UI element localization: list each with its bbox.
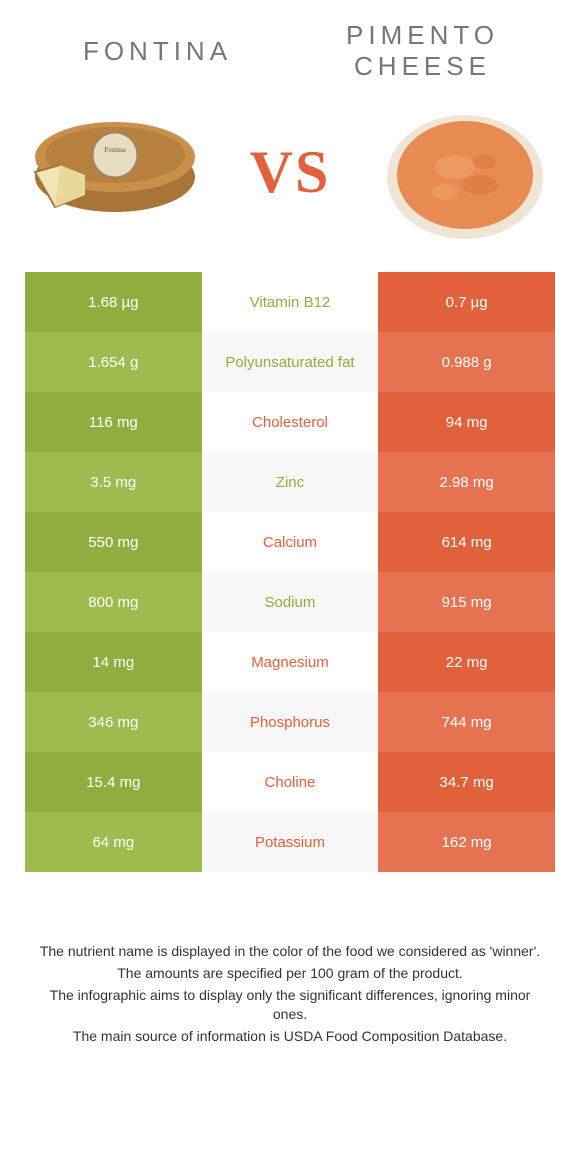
table-row: 14 mgMagnesium22 mg (25, 632, 555, 692)
svg-text:Fontina: Fontina (104, 146, 126, 154)
table-row: 1.68 µgVitamin B120.7 µg (25, 272, 555, 332)
cell-right-value: 0.7 µg (378, 272, 555, 332)
footer-line: The nutrient name is displayed in the co… (35, 942, 545, 962)
cell-right-value: 22 mg (378, 632, 555, 692)
cell-left-value: 15.4 mg (25, 752, 202, 812)
title-left: FONTINA (25, 36, 290, 67)
cell-left-value: 116 mg (25, 392, 202, 452)
cell-left-value: 550 mg (25, 512, 202, 572)
cell-right-value: 915 mg (378, 572, 555, 632)
pimento-cheese-icon (375, 97, 555, 247)
cell-left-value: 800 mg (25, 572, 202, 632)
cell-right-value: 34.7 mg (378, 752, 555, 812)
cell-right-value: 94 mg (378, 392, 555, 452)
fontina-image: Fontina (25, 97, 205, 247)
infographic-container: FONTINA PIMENTO CHEESE Fontina VS (0, 0, 580, 1088)
cell-nutrient-name: Choline (202, 752, 379, 812)
cell-nutrient-name: Zinc (202, 452, 379, 512)
images-row: Fontina VS (25, 97, 555, 247)
cell-left-value: 64 mg (25, 812, 202, 872)
nutrient-table: 1.68 µgVitamin B120.7 µg1.654 gPolyunsat… (25, 272, 555, 872)
title-right-line2: CHEESE (354, 51, 491, 81)
table-row: 550 mgCalcium614 mg (25, 512, 555, 572)
cell-nutrient-name: Magnesium (202, 632, 379, 692)
footer-line: The amounts are specified per 100 gram o… (35, 964, 545, 984)
cell-nutrient-name: Calcium (202, 512, 379, 572)
cell-nutrient-name: Sodium (202, 572, 379, 632)
cell-left-value: 14 mg (25, 632, 202, 692)
cell-right-value: 744 mg (378, 692, 555, 752)
cell-left-value: 346 mg (25, 692, 202, 752)
table-row: 116 mgCholesterol94 mg (25, 392, 555, 452)
cell-right-value: 0.988 g (378, 332, 555, 392)
table-row: 3.5 mgZinc2.98 mg (25, 452, 555, 512)
cell-nutrient-name: Polyunsaturated fat (202, 332, 379, 392)
table-row: 64 mgPotassium162 mg (25, 812, 555, 872)
pimento-image (375, 97, 555, 247)
fontina-cheese-icon: Fontina (25, 97, 205, 247)
table-row: 15.4 mgCholine34.7 mg (25, 752, 555, 812)
cell-right-value: 2.98 mg (378, 452, 555, 512)
cell-nutrient-name: Vitamin B12 (202, 272, 379, 332)
table-row: 800 mgSodium915 mg (25, 572, 555, 632)
cell-nutrient-name: Potassium (202, 812, 379, 872)
footer-line: The infographic aims to display only the… (35, 986, 545, 1025)
cell-left-value: 1.654 g (25, 332, 202, 392)
title-right: PIMENTO CHEESE (290, 20, 555, 82)
cell-nutrient-name: Cholesterol (202, 392, 379, 452)
title-right-line1: PIMENTO (346, 20, 499, 50)
header-titles: FONTINA PIMENTO CHEESE (25, 20, 555, 82)
cell-right-value: 614 mg (378, 512, 555, 572)
cell-nutrient-name: Phosphorus (202, 692, 379, 752)
cell-right-value: 162 mg (378, 812, 555, 872)
cell-left-value: 1.68 µg (25, 272, 202, 332)
footer-notes: The nutrient name is displayed in the co… (25, 942, 555, 1046)
table-row: 346 mgPhosphorus744 mg (25, 692, 555, 752)
footer-line: The main source of information is USDA F… (35, 1027, 545, 1047)
cell-left-value: 3.5 mg (25, 452, 202, 512)
table-row: 1.654 gPolyunsaturated fat0.988 g (25, 332, 555, 392)
vs-label: VS (250, 138, 331, 207)
